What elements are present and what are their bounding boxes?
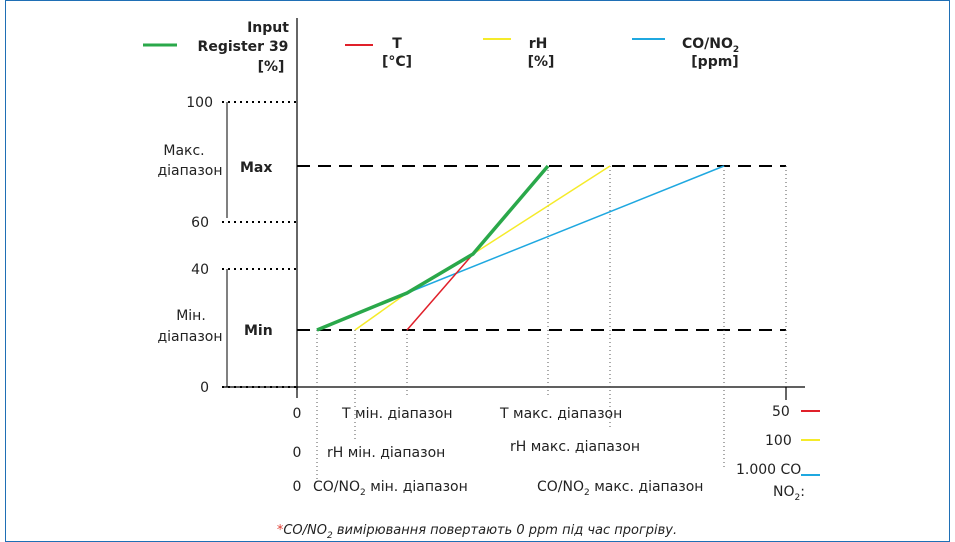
t-end-label: 50 <box>772 404 790 420</box>
min-range-label-2: діапазон <box>157 329 222 345</box>
legend-label-temperature-2: [°C] <box>382 54 412 70</box>
input-register-curve <box>316 164 550 332</box>
vertical-guides <box>296 166 787 480</box>
y-tick-100: 100 <box>186 95 213 111</box>
x-labels-t: 0 T мін. діапазон T макс. діапазон 50 <box>293 404 820 422</box>
legend-label-temperature-1: T <box>392 36 402 52</box>
max-label: Max <box>240 160 272 176</box>
co-end-label-1: 1.000 CO <box>736 462 801 478</box>
y-tick-40: 40 <box>191 262 209 278</box>
y-axis: 100 60 40 0 Макс. діапазон Мін. діапазон… <box>157 18 805 396</box>
min-label: Min <box>244 323 273 339</box>
diagram-frame <box>5 0 950 542</box>
co-start-label: 0 <box>293 479 302 495</box>
t-min-label: T мін. діапазон <box>341 406 453 422</box>
co-end-label-2: NO2: <box>773 484 805 503</box>
legend-label-humidity-1: rH <box>529 36 548 52</box>
rh-start-label: 0 <box>293 445 302 461</box>
co-max-label: CO/NO2 макс. діапазон <box>537 479 703 498</box>
legend-label-co-no2-1: CO/NO2 <box>682 36 739 55</box>
max-range-label-1: Макс. <box>163 143 204 159</box>
humidity-curve <box>354 165 611 331</box>
rh-end-label: 100 <box>765 433 792 449</box>
max-range-label-2: діапазон <box>157 163 222 179</box>
legend-label-input-register-1: Input <box>247 20 289 36</box>
rh-min-label: rH мін. діапазон <box>327 445 445 461</box>
legend-label-co-no2-2: [ppm] <box>691 54 738 70</box>
t-max-label: T макс. діапазон <box>499 406 622 422</box>
sensor-curves <box>316 164 725 332</box>
x-labels-rh: 0 rH мін. діапазон rH макс. діапазон 100 <box>293 433 820 461</box>
rh-max-label: rH макс. діапазон <box>510 439 640 455</box>
x-labels-co: 0 CO/NO2 мін. діапазон CO/NO2 макс. діап… <box>293 462 820 503</box>
y-tick-0: 0 <box>200 380 209 396</box>
footnote: *CO/NO2 вимірювання повертають 0 ppm під… <box>277 523 677 541</box>
t-start-label: 0 <box>293 406 302 422</box>
legend-label-humidity-2: [%] <box>528 54 555 70</box>
legend-label-input-register-2: Register 39 <box>198 39 289 55</box>
legend-label-input-register-3: [%] <box>258 59 285 75</box>
legend: Input Register 39 [%] T [°C] rH [%] CO/N… <box>143 20 739 75</box>
y-tick-60: 60 <box>191 215 209 231</box>
temperature-curve <box>406 253 474 331</box>
co-min-label: CO/NO2 мін. діапазон <box>313 479 468 498</box>
min-range-label-1: Мін. <box>176 308 206 324</box>
